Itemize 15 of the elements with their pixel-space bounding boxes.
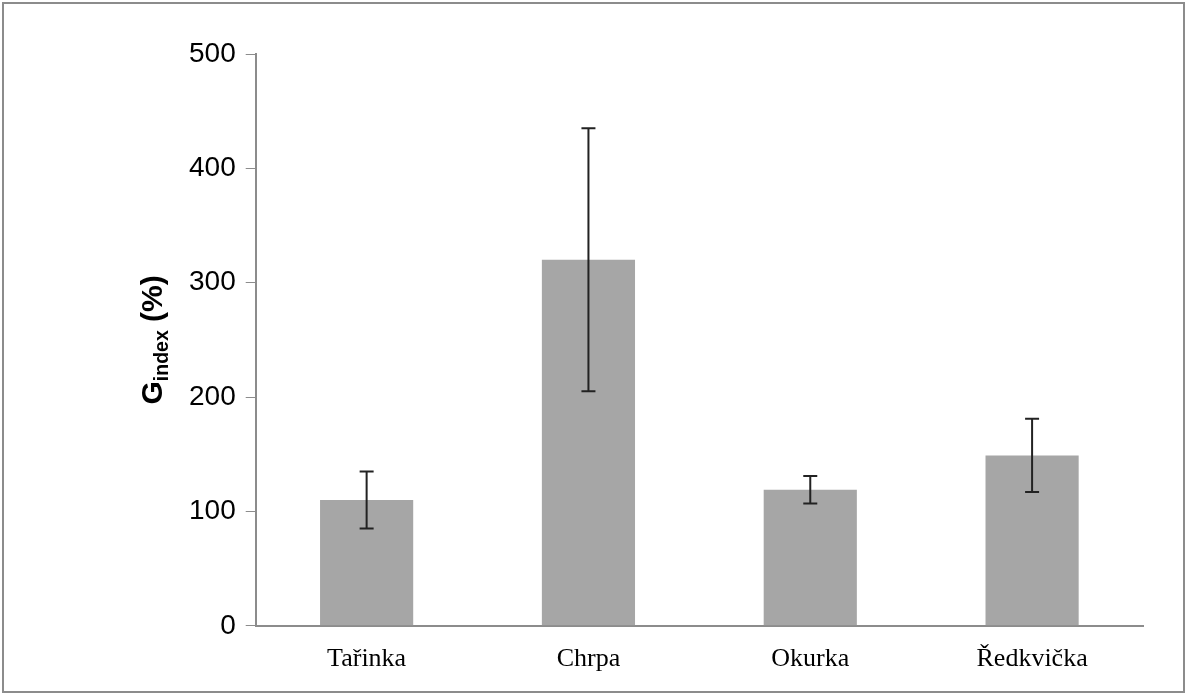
x-tick-label: Tařinka: [327, 643, 407, 673]
bar: [320, 500, 414, 626]
y-tick-label: 0: [220, 608, 236, 640]
bar: [541, 259, 636, 626]
y-axis-title: Gindex (%): [135, 275, 173, 405]
bar: [763, 489, 857, 626]
y-tick-label: 300: [189, 265, 236, 297]
y-tick-label: 200: [189, 379, 236, 411]
y-tick-label: 400: [189, 151, 236, 183]
x-tick-label: Okurka: [771, 643, 850, 673]
x-tick-label: Ředkvička: [976, 643, 1089, 673]
y-tick-label: 500: [189, 36, 236, 68]
x-tick-label: Chrpa: [556, 643, 621, 673]
y-tick-label: 100: [189, 494, 236, 526]
bar: [985, 455, 1079, 626]
